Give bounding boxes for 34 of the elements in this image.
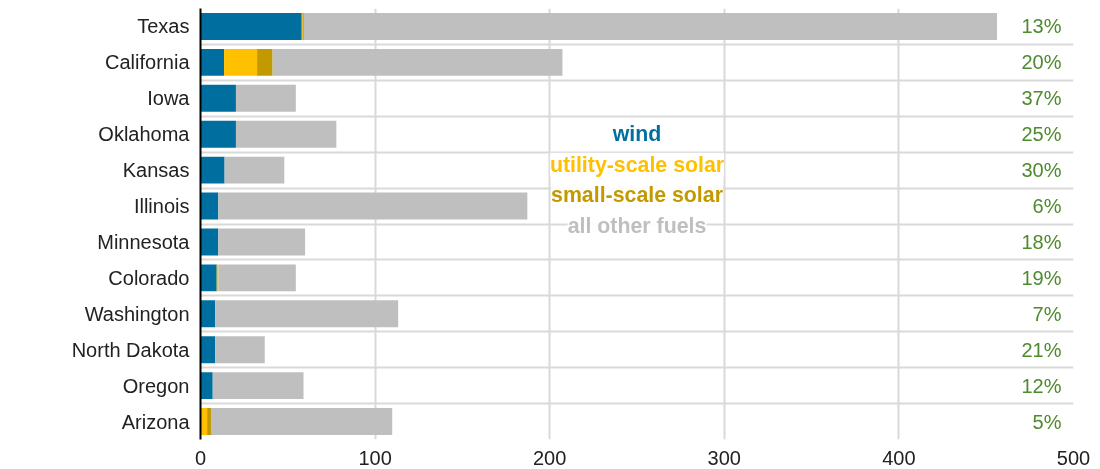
y-tick-label: Oregon (122, 374, 190, 397)
y-tick-label: Colorado (108, 266, 190, 289)
y-tick-label: Minnesota (97, 230, 191, 253)
y-tick-label: California (105, 51, 191, 74)
y-tick-label: North Dakota (71, 338, 191, 361)
x-tick-label: 0 (194, 446, 207, 469)
annotation: 12% (1021, 374, 1062, 397)
text: wind (611, 122, 662, 147)
y-tick-label: Washington (84, 302, 190, 325)
annotation: 6% (1032, 195, 1062, 218)
y-tick-label: Iowa (147, 87, 191, 110)
x-tick-label: 500 (1056, 446, 1091, 469)
y-tick-label: Texas (137, 15, 190, 38)
annotation: 25% (1021, 123, 1062, 146)
y-tick-label: Oklahoma (98, 123, 191, 146)
annotation: 5% (1032, 410, 1062, 433)
x-tick-label: 100 (358, 446, 392, 469)
annotation: 13% (1021, 15, 1062, 38)
annotation: 7% (1032, 302, 1062, 325)
x-tick-label: 300 (707, 446, 741, 469)
annotation: 21% (1021, 338, 1062, 361)
text: utility-scale solar (549, 152, 725, 177)
x-tick-label: 400 (882, 446, 916, 469)
text: small-scale solar (551, 183, 723, 208)
y-tick-label: Kansas (122, 159, 190, 182)
y-tick-label: Arizona (121, 410, 191, 433)
annotation: 18% (1021, 230, 1062, 253)
series-label: all other fuels (567, 213, 707, 238)
x-tick-label: 200 (533, 446, 567, 469)
annotation: 30% (1021, 159, 1062, 182)
annotation: 20% (1021, 51, 1062, 74)
annotation: 37% (1021, 87, 1062, 110)
annotation: 19% (1021, 266, 1062, 289)
y-tick-label: Illinois (133, 195, 190, 218)
